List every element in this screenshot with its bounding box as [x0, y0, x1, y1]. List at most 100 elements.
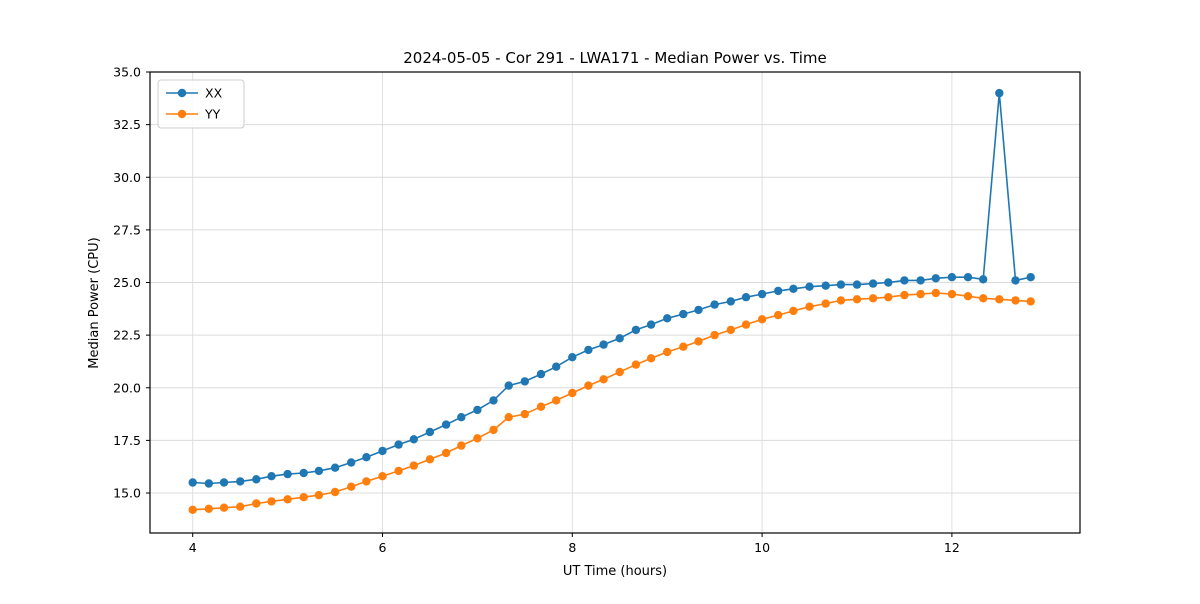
series-lines: [188, 88, 1035, 514]
series-marker-xx: [931, 274, 940, 283]
series-marker-xx: [995, 88, 1004, 98]
series-marker-yy: [347, 482, 356, 491]
series-marker-yy: [1026, 297, 1035, 306]
legend-marker-xx: [177, 88, 187, 98]
x-tick-label: 8: [568, 540, 576, 555]
series-marker-yy: [394, 466, 403, 476]
series-marker-yy: [204, 504, 213, 513]
series-marker-xx: [362, 453, 371, 462]
series-marker-yy: [314, 490, 324, 500]
y-axis-label: Median Power (CPU): [87, 237, 102, 368]
series-marker-xx: [441, 420, 451, 429]
x-ticks: 4 6 8 10 12: [189, 533, 960, 555]
series-marker-xx: [757, 289, 767, 299]
series-marker-yy: [219, 503, 229, 512]
series-marker-xx: [852, 280, 862, 289]
y-tick-label: 30.0: [113, 170, 141, 185]
series-marker-xx: [679, 309, 688, 319]
y-tick-label: 25.0: [113, 275, 141, 290]
legend-marker-yy: [177, 109, 187, 119]
series-marker-yy: [489, 425, 498, 435]
series-marker-yy: [900, 290, 909, 300]
series-marker-xx: [663, 314, 672, 323]
series-marker-xx: [900, 276, 909, 285]
series-marker-yy: [425, 455, 435, 464]
series-marker-yy: [663, 347, 672, 357]
series-marker-xx: [425, 427, 435, 437]
series-marker-yy: [299, 493, 308, 502]
series-marker-yy: [252, 499, 261, 508]
x-tick-label: 12: [944, 540, 960, 555]
series-marker-xx: [520, 377, 529, 386]
series-marker-yy: [916, 289, 925, 299]
series-marker-xx: [536, 369, 546, 379]
series-marker-xx: [710, 300, 719, 309]
series-marker-yy: [584, 381, 593, 390]
series-marker-yy: [741, 320, 751, 329]
series-marker-yy: [236, 502, 245, 511]
series-marker-xx: [726, 297, 735, 306]
series-marker-yy: [805, 302, 814, 311]
y-tick-label: 32.5: [113, 117, 141, 132]
chart-title: 2024-05-05 - Cor 291 - LWA171 - Median P…: [403, 49, 827, 67]
series-marker-xx: [631, 325, 641, 335]
series-marker-xx: [584, 345, 593, 355]
y-tick-label: 15.0: [113, 486, 141, 501]
series-marker-yy: [789, 306, 798, 316]
series-marker-yy: [679, 342, 688, 351]
series-marker-yy: [378, 472, 387, 481]
series-marker-xx: [884, 278, 893, 287]
plot-border: [149, 71, 1081, 534]
series-marker-yy: [979, 294, 988, 303]
legend-box: [157, 79, 245, 129]
series-marker-yy: [631, 360, 641, 369]
series-marker-yy: [473, 434, 482, 443]
series-marker-xx: [615, 334, 624, 343]
series-marker-yy: [821, 299, 830, 308]
series-marker-yy: [836, 296, 846, 305]
series-marker-xx: [457, 413, 466, 422]
series-marker-xx: [552, 362, 561, 371]
series-marker-xx: [236, 477, 245, 486]
series-marker-yy: [536, 402, 546, 411]
legend-label-yy: YY: [204, 107, 221, 122]
series-marker-yy: [188, 505, 197, 514]
x-tick-label: 6: [379, 540, 387, 555]
series-marker-xx: [409, 435, 418, 444]
series-marker-xx: [947, 273, 957, 282]
series-marker-xx: [314, 466, 324, 476]
series-marker-yy: [552, 396, 561, 405]
series-marker-xx: [252, 475, 261, 484]
series-marker-xx: [821, 281, 830, 290]
series-marker-yy: [726, 325, 735, 335]
series-marker-xx: [805, 282, 814, 291]
series-marker-xx: [489, 396, 498, 405]
series-marker-xx: [204, 479, 213, 488]
y-ticks: 15.0 17.5 20.0 22.5 25.0 27.5 30.0 32.5 35.0: [113, 65, 150, 501]
plot-background: [150, 72, 1080, 533]
series-marker-yy: [362, 477, 371, 486]
series-marker-yy: [694, 337, 703, 346]
series-marker-yy: [947, 289, 957, 299]
y-tick-label: 35.0: [113, 65, 141, 80]
x-tick-label: 10: [754, 540, 770, 555]
series-marker-yy: [757, 315, 767, 324]
series-marker-xx: [599, 340, 608, 349]
series-marker-yy: [995, 295, 1004, 304]
series-marker-xx: [1026, 273, 1035, 282]
series-marker-xx: [473, 405, 482, 415]
series-marker-yy: [931, 288, 940, 298]
series-marker-xx: [378, 446, 387, 456]
series-marker-yy: [330, 487, 340, 497]
series-marker-xx: [347, 458, 356, 467]
series-marker-xx: [646, 320, 656, 329]
series-marker-xx: [188, 478, 197, 487]
x-tick-label: 4: [189, 540, 197, 555]
legend-label-xx: XX: [205, 86, 223, 101]
series-marker-yy: [457, 441, 466, 450]
series-marker-yy: [599, 375, 608, 384]
series-marker-yy: [615, 367, 624, 377]
series-marker-yy: [409, 461, 418, 470]
series-marker-xx: [1011, 276, 1020, 285]
